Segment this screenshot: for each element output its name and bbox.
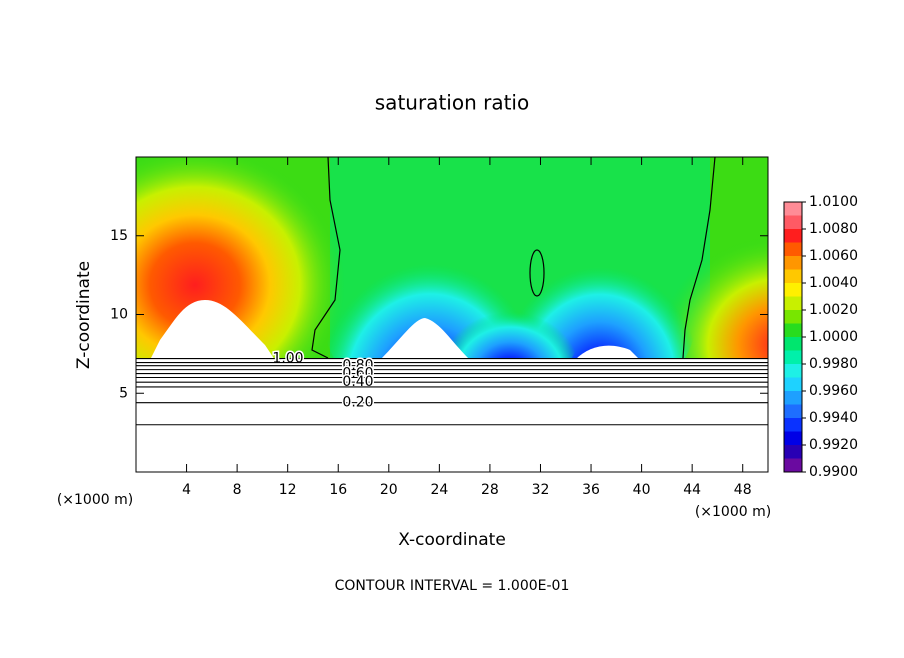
contour-label: 1.00: [272, 351, 303, 367]
color-band: [784, 202, 802, 216]
y-tick-label: 5: [119, 385, 128, 401]
x-tick-label: 36: [582, 482, 600, 498]
colorbar-tick-label: 0.9900: [809, 464, 858, 480]
y-tick-label: 10: [110, 307, 128, 323]
x-tick-label: 32: [532, 482, 550, 498]
x-tick-label: 12: [279, 482, 297, 498]
colorbar-tick-label: 0.9980: [809, 356, 858, 372]
contour-label: 0.20: [342, 395, 373, 411]
color-band: [784, 323, 802, 337]
color-band: [784, 445, 802, 459]
color-band: [784, 350, 802, 364]
colorbar-tick-label: 0.9920: [809, 437, 858, 453]
color-band: [784, 242, 802, 256]
x-tick-label: 24: [430, 482, 448, 498]
color-band: [784, 296, 802, 310]
contour-label: 0.40: [342, 374, 373, 390]
color-band: [784, 283, 802, 297]
color-band: [784, 377, 802, 391]
color-band: [784, 337, 802, 351]
color-band: [784, 310, 802, 324]
color-band: [784, 431, 802, 445]
color-band: [784, 391, 802, 405]
chart-title: saturation ratio: [375, 91, 529, 115]
x-tick-label: 20: [380, 482, 398, 498]
x-tick-label: 40: [633, 482, 651, 498]
x-tick-label: 48: [734, 482, 752, 498]
color-band: [784, 256, 802, 270]
x-axis-label: X-coordinate: [398, 530, 506, 550]
color-band: [784, 364, 802, 378]
colorbar-tick-label: 0.9940: [809, 410, 858, 426]
y-tick-label: 15: [110, 228, 128, 244]
color-band: [784, 215, 802, 229]
x-unit: (×1000 m): [695, 504, 771, 520]
colorbar-tick-label: 1.0020: [809, 302, 858, 318]
x-tick-label: 8: [233, 482, 242, 498]
y-unit: (×1000 m): [57, 492, 133, 508]
field: [136, 157, 768, 472]
x-tick-label: 4: [182, 482, 191, 498]
footer: CONTOUR INTERVAL = 1.000E-01: [335, 578, 570, 594]
colorbar-tick-label: 1.0000: [809, 329, 858, 345]
x-tick-label: 16: [329, 482, 347, 498]
x-tick-label: 28: [481, 482, 499, 498]
colorbar-tick-label: 1.0100: [809, 194, 858, 210]
color-band: [784, 269, 802, 283]
colorbar-tick-label: 1.0080: [809, 221, 858, 237]
colorbar-tick-label: 1.0060: [809, 248, 858, 264]
x-tick-label: 44: [683, 482, 701, 498]
color-band: [784, 418, 802, 432]
color-band: [784, 458, 802, 472]
colorbar-tick-label: 0.9960: [809, 383, 858, 399]
colorbar-tick-label: 1.0040: [809, 275, 858, 291]
color-band: [784, 404, 802, 418]
color-band: [784, 229, 802, 243]
y-axis-label: Z-coordinate: [74, 261, 94, 369]
